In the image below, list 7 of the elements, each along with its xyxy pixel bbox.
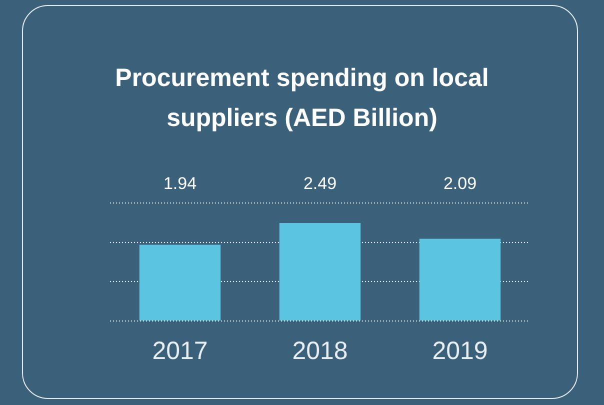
data-label: 2.09	[443, 174, 477, 194]
data-label: 2.49	[303, 174, 337, 194]
data-label: 1.94	[163, 174, 197, 194]
x-tick-label: 2018	[292, 336, 348, 365]
x-tick-label: 2019	[432, 336, 488, 365]
x-tick-label: 2017	[152, 336, 208, 365]
chart-title: Procurement spending on local suppliers (AED Billion)	[114, 63, 490, 134]
